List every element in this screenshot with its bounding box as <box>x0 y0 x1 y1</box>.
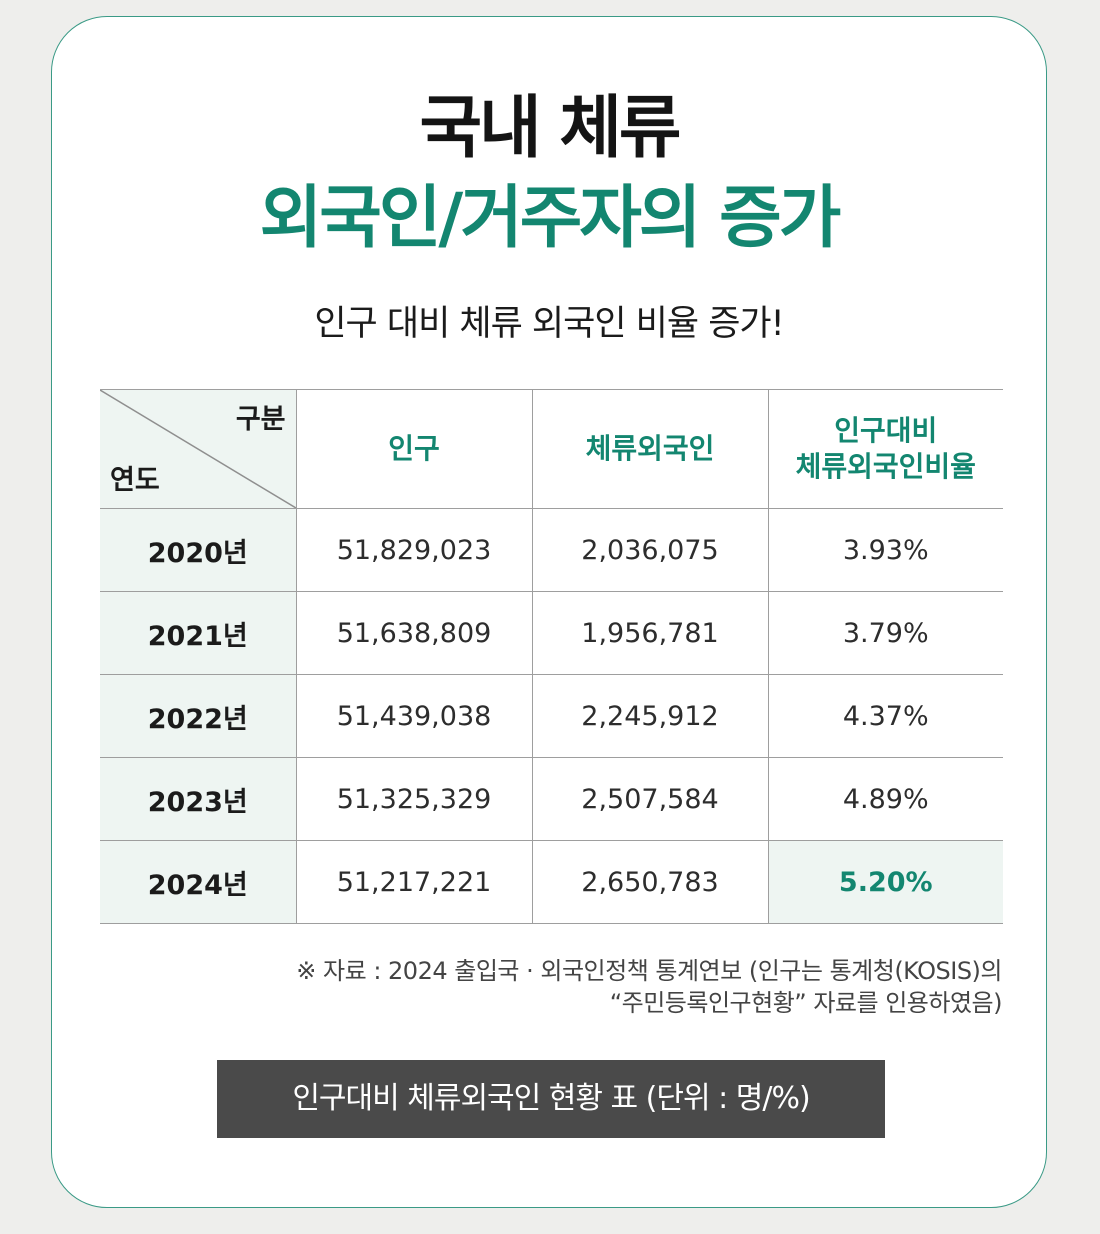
year-cell: 2022년 <box>100 674 296 758</box>
foreigners-cell: 2,650,783 <box>531 840 768 924</box>
ratio-cell-highlight: 5.20% <box>767 840 1003 924</box>
column-header-population: 인구 <box>295 389 532 509</box>
foreigners-cell: 1,956,781 <box>531 591 768 675</box>
header-row: 구분 연도 인구 체류외국인 인구대비 체류외국인비율 <box>100 389 1003 509</box>
corner-cell: 구분 연도 <box>100 389 296 509</box>
ratio-cell: 3.93% <box>767 508 1003 592</box>
table-row: 2023년 51,325,329 2,507,584 4.89% <box>100 757 1003 841</box>
footnote-line-2: “주민등록인구현황” 자료를 인용하였음) <box>609 989 1003 1018</box>
footnote-line-1: ※ 자료 : 2024 출입국 · 외국인정책 통계연보 (인구는 통계청(KO… <box>296 957 1002 985</box>
foreigners-cell: 2,507,584 <box>531 757 768 841</box>
foreign-residents-table: 구분 연도 인구 체류외국인 인구대비 체류외국인비율 2020년 51,829… <box>100 389 1003 924</box>
table-caption: 인구대비 체류외국인 현황 표 (단위 : 명/%) <box>217 1060 885 1138</box>
population-cell: 51,638,809 <box>295 591 532 675</box>
year-cell: 2024년 <box>100 840 296 924</box>
population-cell: 51,325,329 <box>295 757 532 841</box>
title-line-1: 국내 체류 <box>419 89 682 168</box>
foreigners-cell: 2,245,912 <box>531 674 768 758</box>
corner-label-category: 구분 <box>235 404 286 435</box>
column-header-ratio: 인구대비 체류외국인비율 <box>767 389 1003 509</box>
population-cell: 51,439,038 <box>295 674 532 758</box>
diagonal-divider <box>100 390 296 508</box>
table-row: 2022년 51,439,038 2,245,912 4.37% <box>100 674 1003 758</box>
year-cell: 2023년 <box>100 757 296 841</box>
corner-label-year: 연도 <box>110 464 160 496</box>
table-row: 2021년 51,638,809 1,956,781 3.79% <box>100 591 1003 675</box>
table-row: 2024년 51,217,221 2,650,783 5.20% <box>100 840 1003 924</box>
foreigners-cell: 2,036,075 <box>531 508 768 592</box>
table-row: 2020년 51,829,023 2,036,075 3.93% <box>100 508 1003 592</box>
info-card: 국내 체류 외국인/거주자의 증가 인구 대비 체류 외국인 비율 증가! 구분… <box>51 16 1047 1208</box>
year-cell: 2020년 <box>100 508 296 592</box>
ratio-cell: 3.79% <box>767 591 1003 675</box>
ratio-cell: 4.89% <box>767 757 1003 841</box>
source-footnote: ※ 자료 : 2024 출입국 · 외국인정책 통계연보 (인구는 통계청(KO… <box>296 955 1002 1020</box>
year-cell: 2021년 <box>100 591 296 675</box>
population-cell: 51,217,221 <box>295 840 532 924</box>
subtitle: 인구 대비 체류 외국인 비율 증가! <box>314 304 784 344</box>
ratio-cell: 4.37% <box>767 674 1003 758</box>
title-line-2: 외국인/거주자의 증가 <box>259 179 842 258</box>
column-header-foreigners: 체류외국인 <box>531 389 768 509</box>
population-cell: 51,829,023 <box>295 508 532 592</box>
